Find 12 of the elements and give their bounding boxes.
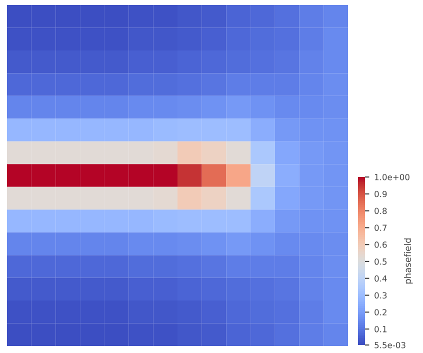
color-bar-label: 0.6 — [374, 242, 387, 248]
color-bar-label: 0.2 — [374, 309, 386, 316]
color-bar-label: 0.7 — [374, 224, 387, 231]
color-bar-label: 0.1 — [374, 326, 387, 332]
color-bar-label: 0.4 — [374, 275, 387, 282]
color-bar-label: 5.5e-03 — [374, 342, 406, 348]
color-bar-label: 0.9 — [374, 190, 387, 198]
color-bar-label: 0.5 — [374, 258, 387, 265]
color-bar-label: 0.8 — [374, 208, 387, 214]
color-bar-label: 0.3 — [374, 292, 387, 299]
color-bar-label: 1.0e+00 — [374, 174, 410, 180]
color-bar-title: phasefield — [404, 238, 413, 284]
